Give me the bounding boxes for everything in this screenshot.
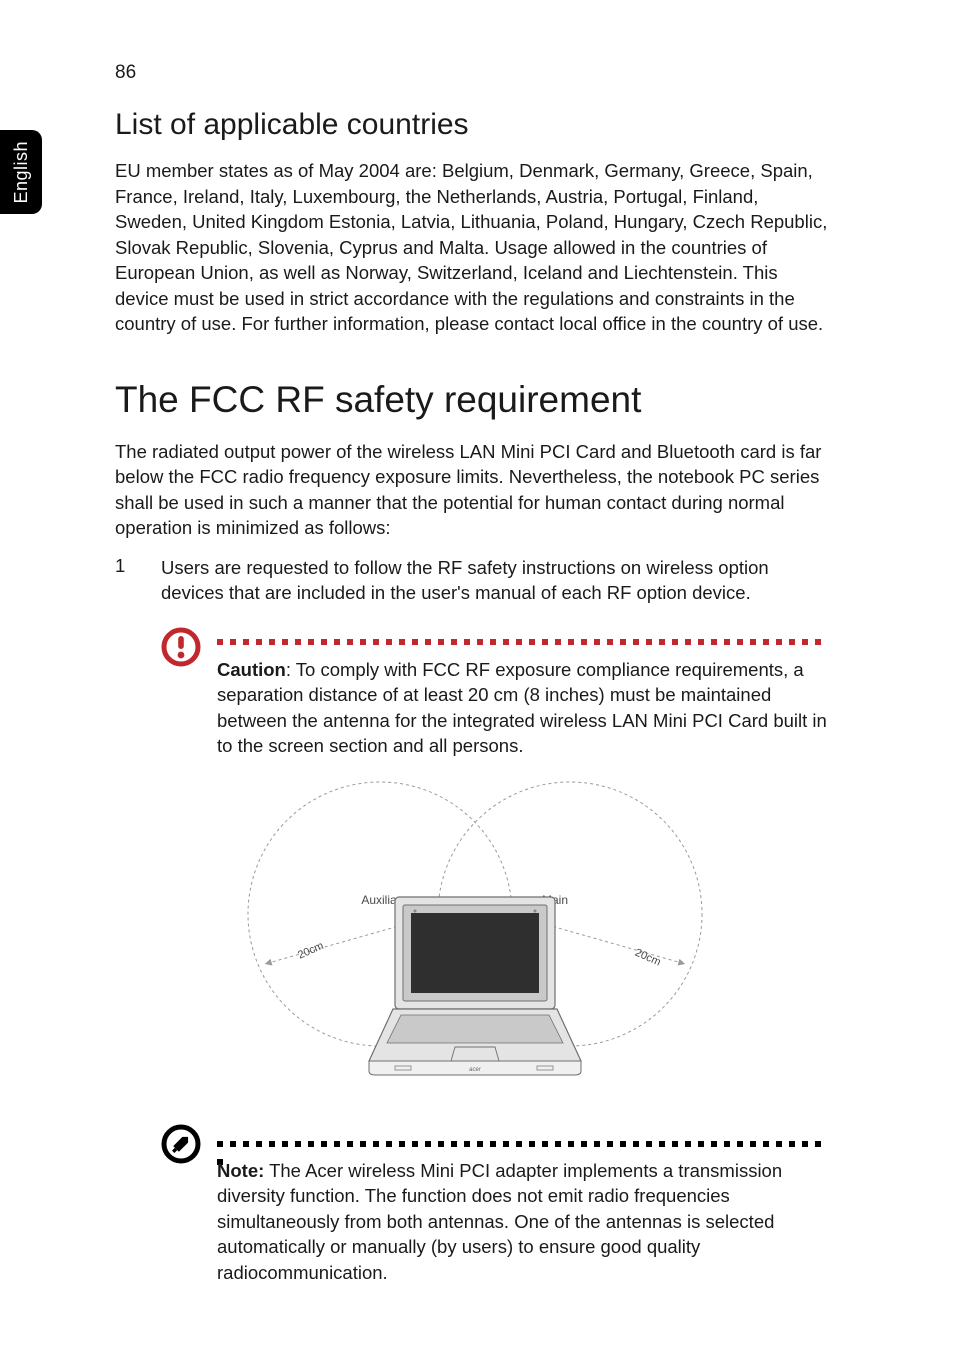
page-number: 86 [115,62,136,84]
note-text: Note: The Acer wireless Mini PCI adapter… [217,1158,835,1286]
language-tab-label: English [11,141,32,204]
caution-callout: Caution: To comply with FCC RF exposure … [161,634,835,759]
svg-text:20cm: 20cm [633,946,662,968]
language-tab: English [0,130,42,214]
note-icon [160,1123,202,1165]
note-lead: Note: [217,1160,264,1181]
antenna-diagram-svg: AuxiliaryMain20cm20cmacer [215,779,735,1091]
body-list-countries: EU member states as of May 2004 are: Bel… [115,158,835,337]
numbered-list-item: 1 Users are requested to follow the RF s… [115,555,835,606]
note-divider [217,1135,835,1142]
note-body: The Acer wireless Mini PCI adapter imple… [217,1160,782,1283]
caution-lead: Caution [217,659,286,680]
svg-text:acer: acer [469,1067,482,1073]
caution-icon [160,626,202,668]
caution-body: : To comply with FCC RF exposure complia… [217,659,827,757]
list-text: Users are requested to follow the RF saf… [161,555,835,606]
list-number: 1 [115,555,161,606]
heading-list-countries: List of applicable countries [115,108,835,142]
antenna-diagram: AuxiliaryMain20cm20cmacer [115,779,835,1091]
heading-fcc: The FCC RF safety requirement [115,379,835,421]
page-content: List of applicable countries EU member s… [115,108,835,1285]
caution-divider [217,634,835,641]
svg-text:20cm: 20cm [296,940,325,962]
body-fcc: The radiated output power of the wireles… [115,439,835,541]
note-callout: Note: The Acer wireless Mini PCI adapter… [161,1135,835,1286]
caution-text: Caution: To comply with FCC RF exposure … [217,657,835,759]
